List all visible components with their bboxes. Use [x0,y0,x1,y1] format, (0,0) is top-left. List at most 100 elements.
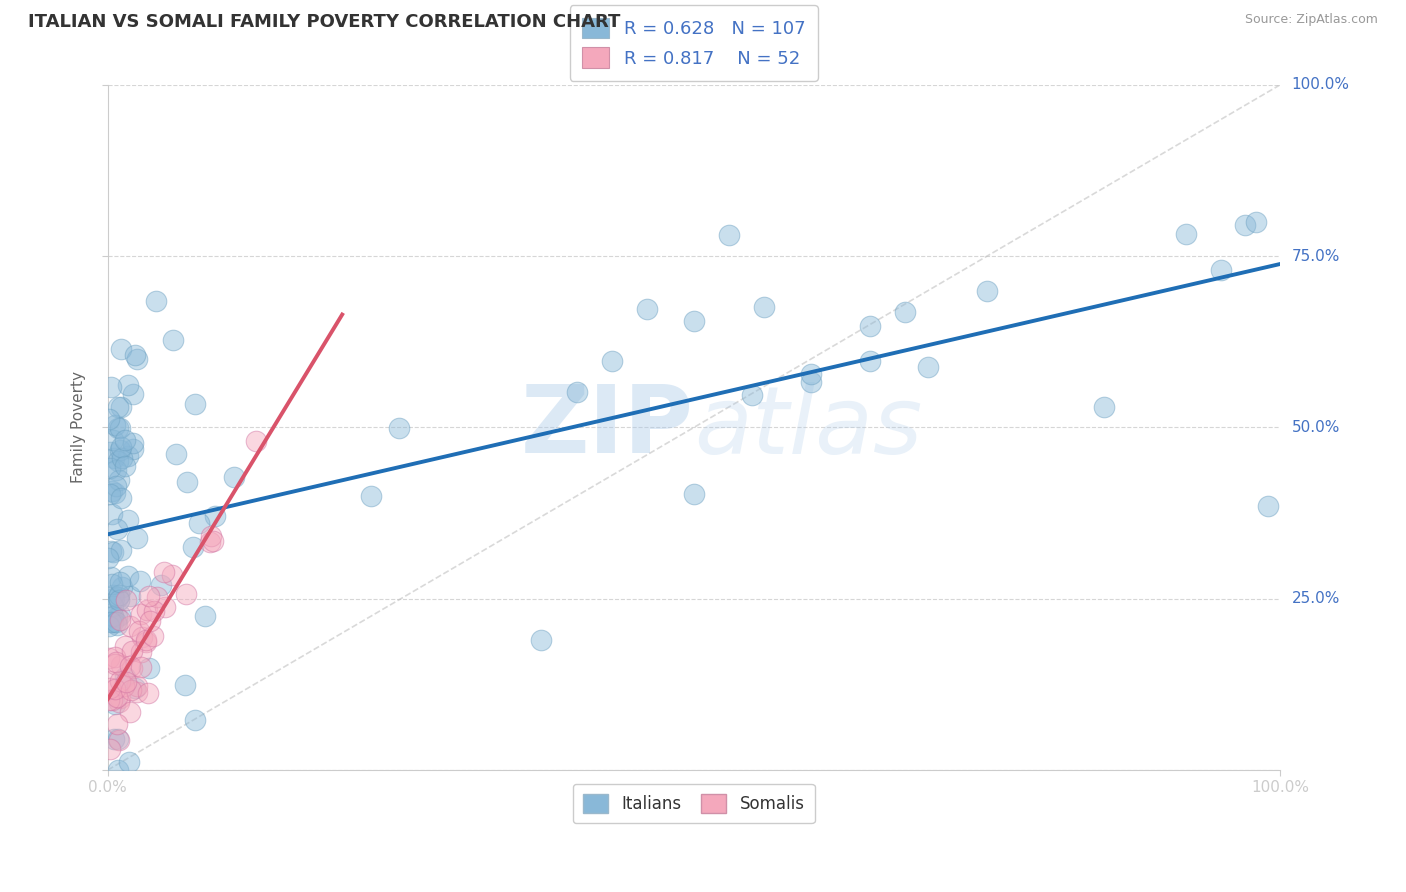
Point [108,613,131,627]
Point [188,516,211,531]
Point [121,661,143,675]
Point [565,384,588,399]
Point [201,533,224,548]
Point [98,693,121,707]
Point [110,442,132,457]
Point [115,593,138,607]
Point [107,590,129,604]
Point [103,545,125,559]
Point [98,681,121,696]
Point [98,674,121,689]
Point [859,353,882,368]
Point [118,618,141,632]
Text: 50.0%: 50.0% [1292,420,1340,435]
Text: 75.0%: 75.0% [1292,249,1340,264]
Point [125,352,148,367]
Point [108,589,131,603]
Point [98,445,121,459]
Point [1175,227,1198,241]
Point [894,305,917,319]
Point [138,589,160,603]
Text: 25.0%: 25.0% [1292,591,1340,607]
Point [110,543,132,558]
Point [105,716,128,731]
Point [107,401,129,415]
Point [100,380,122,394]
Point [129,659,152,673]
Point [120,683,142,698]
Point [104,486,127,500]
Point [107,731,129,746]
Point [114,433,136,447]
Point [105,479,128,493]
Point [120,706,142,720]
Point [120,659,142,673]
Point [1246,215,1268,229]
Point [108,608,131,623]
Point [110,342,132,356]
Point [917,360,939,375]
Point [111,580,134,594]
Point [682,486,704,500]
Point [198,535,221,549]
Point [1211,262,1233,277]
Point [98,742,121,756]
Point [754,300,776,314]
Point [114,679,136,693]
Point [128,624,150,638]
Point [101,693,124,707]
Point [135,632,157,647]
Point [107,763,129,777]
Point [104,649,127,664]
Point [110,657,132,672]
Point [124,348,146,362]
Point [111,450,134,465]
Point [142,630,165,644]
Point [118,755,141,769]
Point [108,673,131,688]
Point [100,543,122,558]
Y-axis label: Family Poverty: Family Poverty [72,371,86,483]
Point [388,421,411,435]
Point [165,447,187,461]
Point [204,508,226,523]
Point [741,388,763,402]
Point [98,651,121,665]
Point [103,732,125,747]
Text: atlas: atlas [693,382,922,473]
Point [976,284,998,298]
Point [104,417,127,432]
Point [114,670,136,684]
Point [108,690,131,705]
Point [184,397,207,411]
Point [682,314,704,328]
Point [101,577,124,591]
Point [98,461,121,475]
Point [104,697,127,711]
Point [1257,499,1279,513]
Point [162,334,184,348]
Point [103,451,125,466]
Point [97,550,120,565]
Point [104,655,127,669]
Text: Source: ZipAtlas.com: Source: ZipAtlas.com [1244,13,1378,27]
Point [108,732,131,747]
Point [245,434,267,449]
Text: ZIP: ZIP [522,382,693,474]
Point [114,675,136,690]
Point [121,442,143,456]
Point [107,695,129,709]
Point [100,507,122,521]
Point [194,609,217,624]
Point [117,513,139,527]
Point [103,615,125,629]
Point [138,661,160,675]
Point [110,440,132,454]
Text: ITALIAN VS SOMALI FAMILY POVERTY CORRELATION CHART: ITALIAN VS SOMALI FAMILY POVERTY CORRELA… [28,13,620,31]
Point [122,436,145,450]
Text: 100.0%: 100.0% [1292,78,1350,93]
Point [135,635,157,649]
Point [149,577,172,591]
Point [105,615,128,630]
Legend: Italians, Somalis: Italians, Somalis [574,784,814,823]
